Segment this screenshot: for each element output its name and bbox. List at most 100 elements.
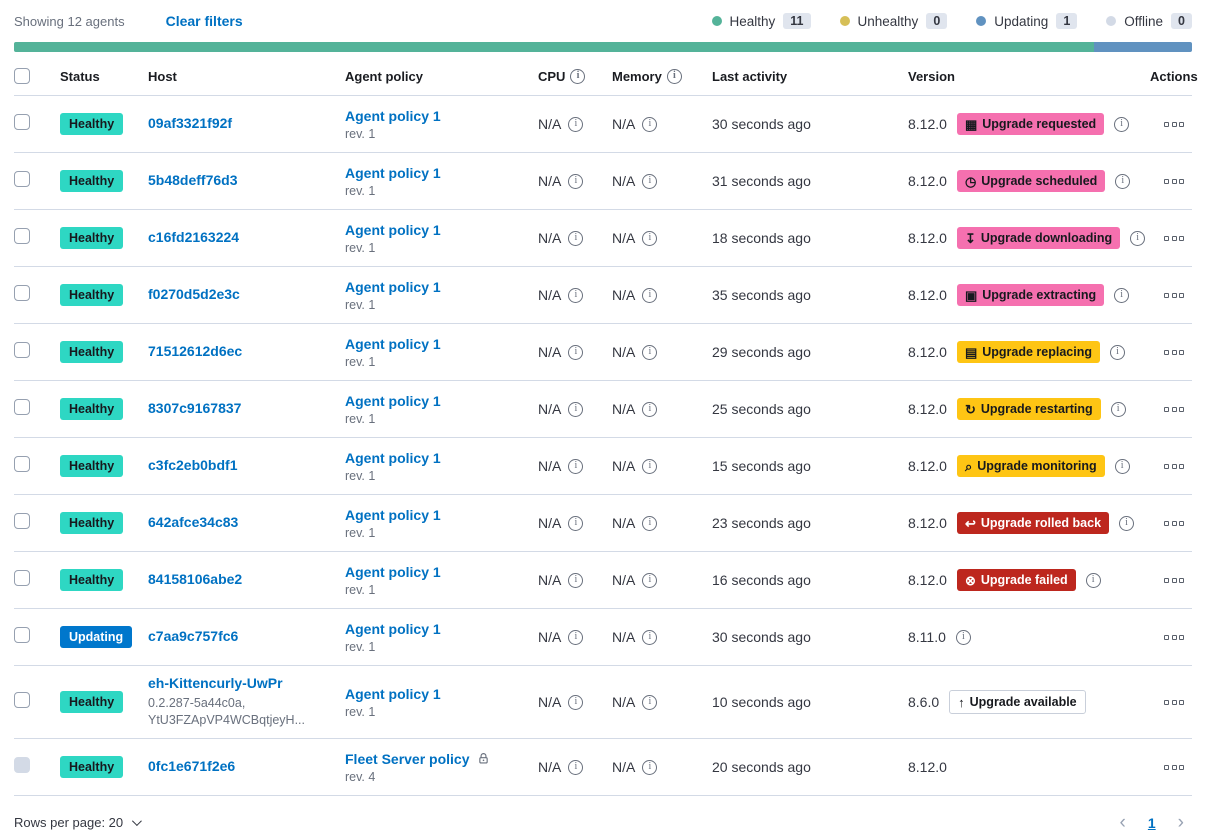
row-actions-button[interactable] <box>1164 761 1184 774</box>
row-checkbox[interactable] <box>14 692 30 708</box>
agent-policy-link[interactable]: Agent policy 1 <box>345 686 441 702</box>
row-checkbox[interactable] <box>14 342 30 358</box>
host-link[interactable]: f0270d5d2e3c <box>148 286 240 302</box>
info-icon[interactable]: i <box>1114 288 1129 303</box>
row-actions-button[interactable] <box>1164 403 1184 416</box>
row-checkbox[interactable] <box>14 171 30 187</box>
info-icon[interactable]: i <box>642 695 657 710</box>
info-icon[interactable]: i <box>667 69 682 84</box>
info-icon[interactable]: i <box>568 630 583 645</box>
info-icon[interactable]: i <box>642 459 657 474</box>
info-icon[interactable]: i <box>568 117 583 132</box>
info-icon[interactable]: i <box>1119 516 1134 531</box>
last-activity: 18 seconds ago <box>712 230 908 246</box>
agent-policy-link[interactable]: Agent policy 1 <box>345 336 441 352</box>
host-link[interactable]: 84158106abe2 <box>148 571 242 587</box>
row-actions-button[interactable] <box>1164 346 1184 359</box>
host-link[interactable]: 0fc1e671f2e6 <box>148 758 235 774</box>
next-page-button[interactable]: › <box>1178 813 1184 832</box>
info-icon[interactable]: i <box>642 402 657 417</box>
host-link[interactable]: c7aa9c757fc6 <box>148 628 238 644</box>
info-icon[interactable]: i <box>642 573 657 588</box>
info-icon[interactable]: i <box>568 174 583 189</box>
host-link[interactable]: c16fd2163224 <box>148 229 239 245</box>
row-checkbox[interactable] <box>14 570 30 586</box>
info-icon[interactable]: i <box>568 516 583 531</box>
host-link[interactable]: 71512612d6ec <box>148 343 242 359</box>
row-checkbox[interactable] <box>14 228 30 244</box>
info-icon[interactable]: i <box>642 117 657 132</box>
memory-value: N/A <box>612 287 635 303</box>
column-header-actions: Actions <box>1150 69 1200 84</box>
host-link[interactable]: 8307c9167837 <box>148 400 241 416</box>
page-number-1[interactable]: 1 <box>1148 815 1156 831</box>
agent-policy-link[interactable]: Fleet Server policy <box>345 751 470 767</box>
info-icon[interactable]: i <box>568 231 583 246</box>
row-actions-button[interactable] <box>1164 574 1184 587</box>
info-icon[interactable]: i <box>642 630 657 645</box>
info-icon[interactable]: i <box>568 459 583 474</box>
info-icon[interactable]: i <box>568 573 583 588</box>
info-icon[interactable]: i <box>1111 402 1126 417</box>
info-icon[interactable]: i <box>1110 345 1125 360</box>
row-actions-button[interactable] <box>1164 460 1184 473</box>
select-all-checkbox[interactable] <box>14 68 30 84</box>
rows-per-page-selector[interactable]: Rows per page: 20 <box>14 815 139 830</box>
memory-value: N/A <box>612 629 635 645</box>
row-actions-button[interactable] <box>1164 517 1184 530</box>
info-icon[interactable]: i <box>568 760 583 775</box>
info-icon[interactable]: i <box>1115 174 1130 189</box>
info-icon[interactable]: i <box>1130 231 1145 246</box>
pagination: ‹ 1 › <box>1120 813 1192 832</box>
row-actions-button[interactable] <box>1164 289 1184 302</box>
agent-policy-link[interactable]: Agent policy 1 <box>345 222 441 238</box>
agent-policy-link[interactable]: Agent policy 1 <box>345 450 441 466</box>
info-icon[interactable]: i <box>1086 573 1101 588</box>
row-checkbox[interactable] <box>14 513 30 529</box>
info-icon[interactable]: i <box>642 345 657 360</box>
info-icon[interactable]: i <box>568 288 583 303</box>
info-icon[interactable]: i <box>956 630 971 645</box>
clear-filters-link[interactable]: Clear filters <box>166 13 243 29</box>
agent-policy-link[interactable]: Agent policy 1 <box>345 507 441 523</box>
info-icon[interactable]: i <box>570 69 585 84</box>
row-checkbox[interactable] <box>14 399 30 415</box>
agent-policy-link[interactable]: Agent policy 1 <box>345 393 441 409</box>
info-icon[interactable]: i <box>642 288 657 303</box>
info-icon[interactable]: i <box>1115 459 1130 474</box>
host-link[interactable]: 642afce34c83 <box>148 514 238 530</box>
cpu-value: N/A <box>538 116 561 132</box>
status-badge: Healthy <box>60 569 123 591</box>
row-checkbox[interactable] <box>14 114 30 130</box>
agent-policy-link[interactable]: Agent policy 1 <box>345 279 441 295</box>
row-actions-button[interactable] <box>1164 175 1184 188</box>
host-link[interactable]: 09af3321f92f <box>148 115 232 131</box>
info-icon[interactable]: i <box>642 760 657 775</box>
row-actions-button[interactable] <box>1164 232 1184 245</box>
agent-policy-link[interactable]: Agent policy 1 <box>345 564 441 580</box>
status-badge: Healthy <box>60 113 123 135</box>
table-row: Healthy 71512612d6ec Agent policy 1 rev.… <box>14 324 1192 381</box>
host-link[interactable]: c3fc2eb0bdf1 <box>148 457 237 473</box>
info-icon[interactable]: i <box>568 402 583 417</box>
row-checkbox[interactable] <box>14 456 30 472</box>
host-link[interactable]: 5b48deff76d3 <box>148 172 237 188</box>
info-icon[interactable]: i <box>642 231 657 246</box>
row-actions-button[interactable] <box>1164 631 1184 644</box>
prev-page-button[interactable]: ‹ <box>1120 813 1126 832</box>
status-badge: Healthy <box>60 284 123 306</box>
agent-policy-link[interactable]: Agent policy 1 <box>345 165 441 181</box>
legend-label: Healthy <box>730 14 776 29</box>
info-icon[interactable]: i <box>642 174 657 189</box>
info-icon[interactable]: i <box>568 345 583 360</box>
row-checkbox[interactable] <box>14 285 30 301</box>
info-icon[interactable]: i <box>1114 117 1129 132</box>
agent-policy-link[interactable]: Agent policy 1 <box>345 108 441 124</box>
row-actions-button[interactable] <box>1164 118 1184 131</box>
info-icon[interactable]: i <box>642 516 657 531</box>
host-link[interactable]: eh-Kittencurly-UwPr <box>148 675 283 691</box>
row-actions-button[interactable] <box>1164 696 1184 709</box>
agent-policy-link[interactable]: Agent policy 1 <box>345 621 441 637</box>
row-checkbox[interactable] <box>14 627 30 643</box>
info-icon[interactable]: i <box>568 695 583 710</box>
